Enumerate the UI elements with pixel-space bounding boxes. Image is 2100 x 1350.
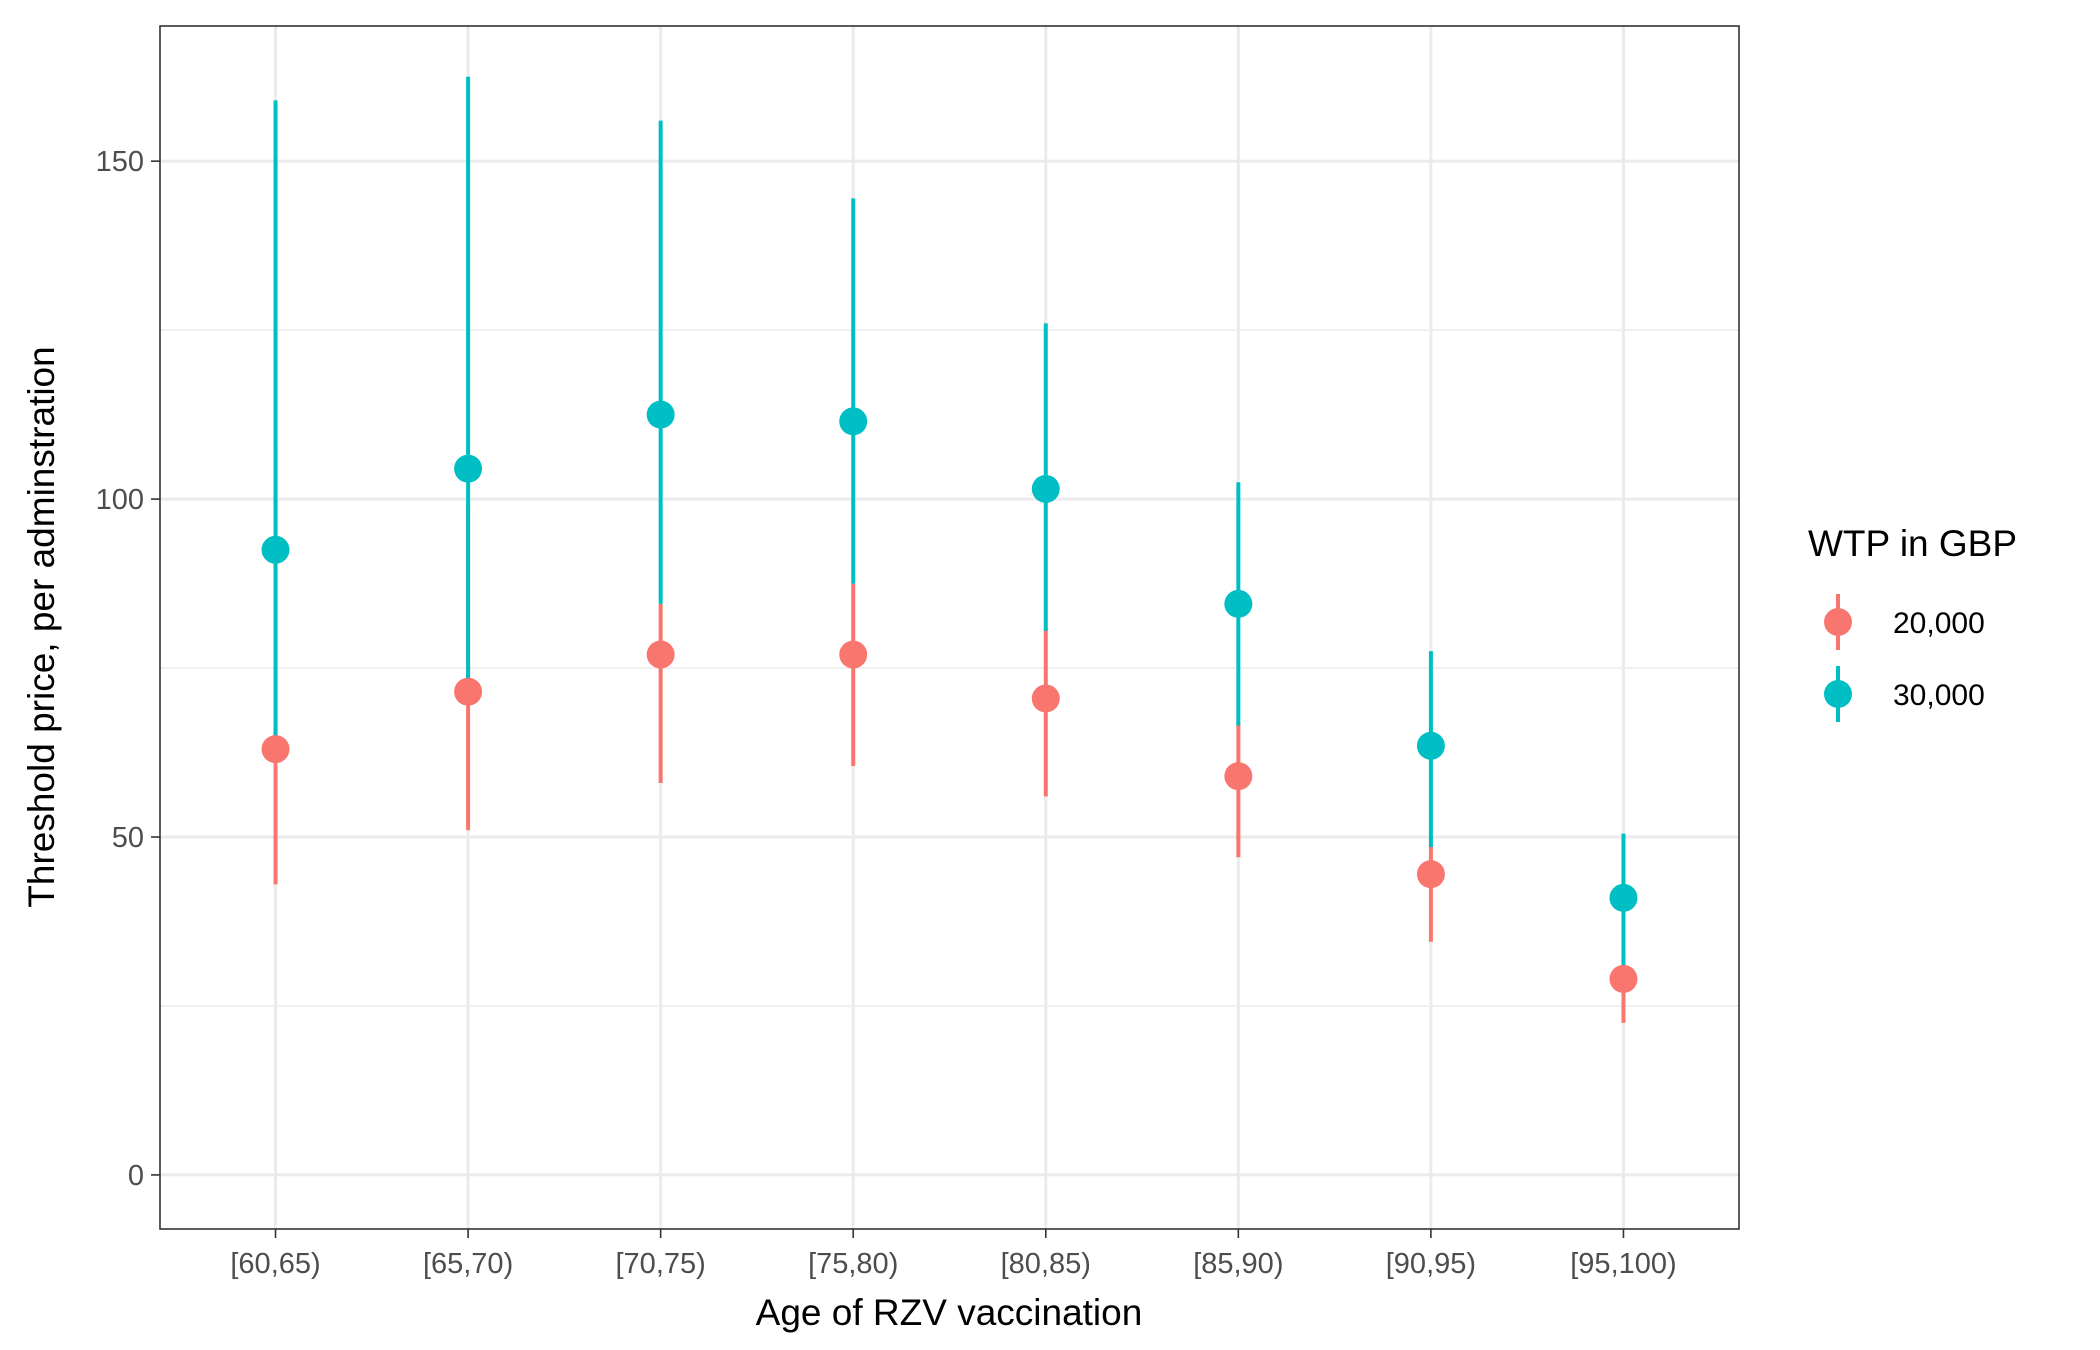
data-point xyxy=(1031,474,1060,503)
x-tick-label: [75,80) xyxy=(808,1248,898,1280)
legend-title: WTP in GBP xyxy=(1808,523,2017,564)
axis-ticks xyxy=(151,160,1625,1238)
legend-key-point xyxy=(1824,608,1852,636)
y-tick-label: 50 xyxy=(112,822,144,854)
data-point xyxy=(1416,731,1445,760)
data-point xyxy=(454,677,483,706)
data-point xyxy=(1609,964,1638,993)
x-tick-label: [65,70) xyxy=(423,1248,513,1280)
data-point xyxy=(839,640,868,669)
data-point xyxy=(839,407,868,436)
legend: WTP in GBP 20,000 30,000 xyxy=(1808,523,2017,722)
x-tick-label: [70,75) xyxy=(616,1248,706,1280)
y-tick-label: 0 xyxy=(128,1160,144,1192)
data-point xyxy=(1224,589,1253,618)
y-tick-labels: 0 50 100 150 xyxy=(96,146,144,1192)
legend-label: 30,000 xyxy=(1893,679,1985,712)
data-point xyxy=(646,640,675,669)
data-point xyxy=(1416,860,1445,889)
data-point xyxy=(1031,684,1060,713)
x-tick-label: [85,90) xyxy=(1193,1248,1283,1280)
data-point xyxy=(454,454,483,483)
data-point xyxy=(1224,762,1253,791)
y-tick-label: 100 xyxy=(96,484,144,516)
x-tick-labels: [60,65) [65,70) [70,75) [75,80) [80,85) [85,9… xyxy=(230,1248,1676,1280)
y-axis-title: Threshold price, per adminstration xyxy=(21,346,62,907)
x-tick-label: [60,65) xyxy=(230,1248,320,1280)
data-marks xyxy=(261,76,1638,1023)
data-point xyxy=(261,735,290,764)
legend-keys: 20,000 30,000 xyxy=(1824,594,1985,722)
x-tick-label: [90,95) xyxy=(1386,1248,1476,1280)
panel-background xyxy=(160,26,1739,1229)
legend-label: 20,000 xyxy=(1893,607,1985,640)
legend-key-point xyxy=(1824,680,1852,708)
data-point xyxy=(261,535,290,564)
x-axis-title: Age of RZV vaccination xyxy=(756,1292,1143,1333)
x-tick-label: [95,100) xyxy=(1570,1248,1676,1280)
panel-border xyxy=(159,25,1740,1230)
minor-gridlines xyxy=(160,329,1739,1007)
y-tick-label: 150 xyxy=(96,146,144,178)
data-point xyxy=(646,400,675,429)
data-point xyxy=(1609,883,1638,912)
x-tick-label: [80,85) xyxy=(1001,1248,1091,1280)
